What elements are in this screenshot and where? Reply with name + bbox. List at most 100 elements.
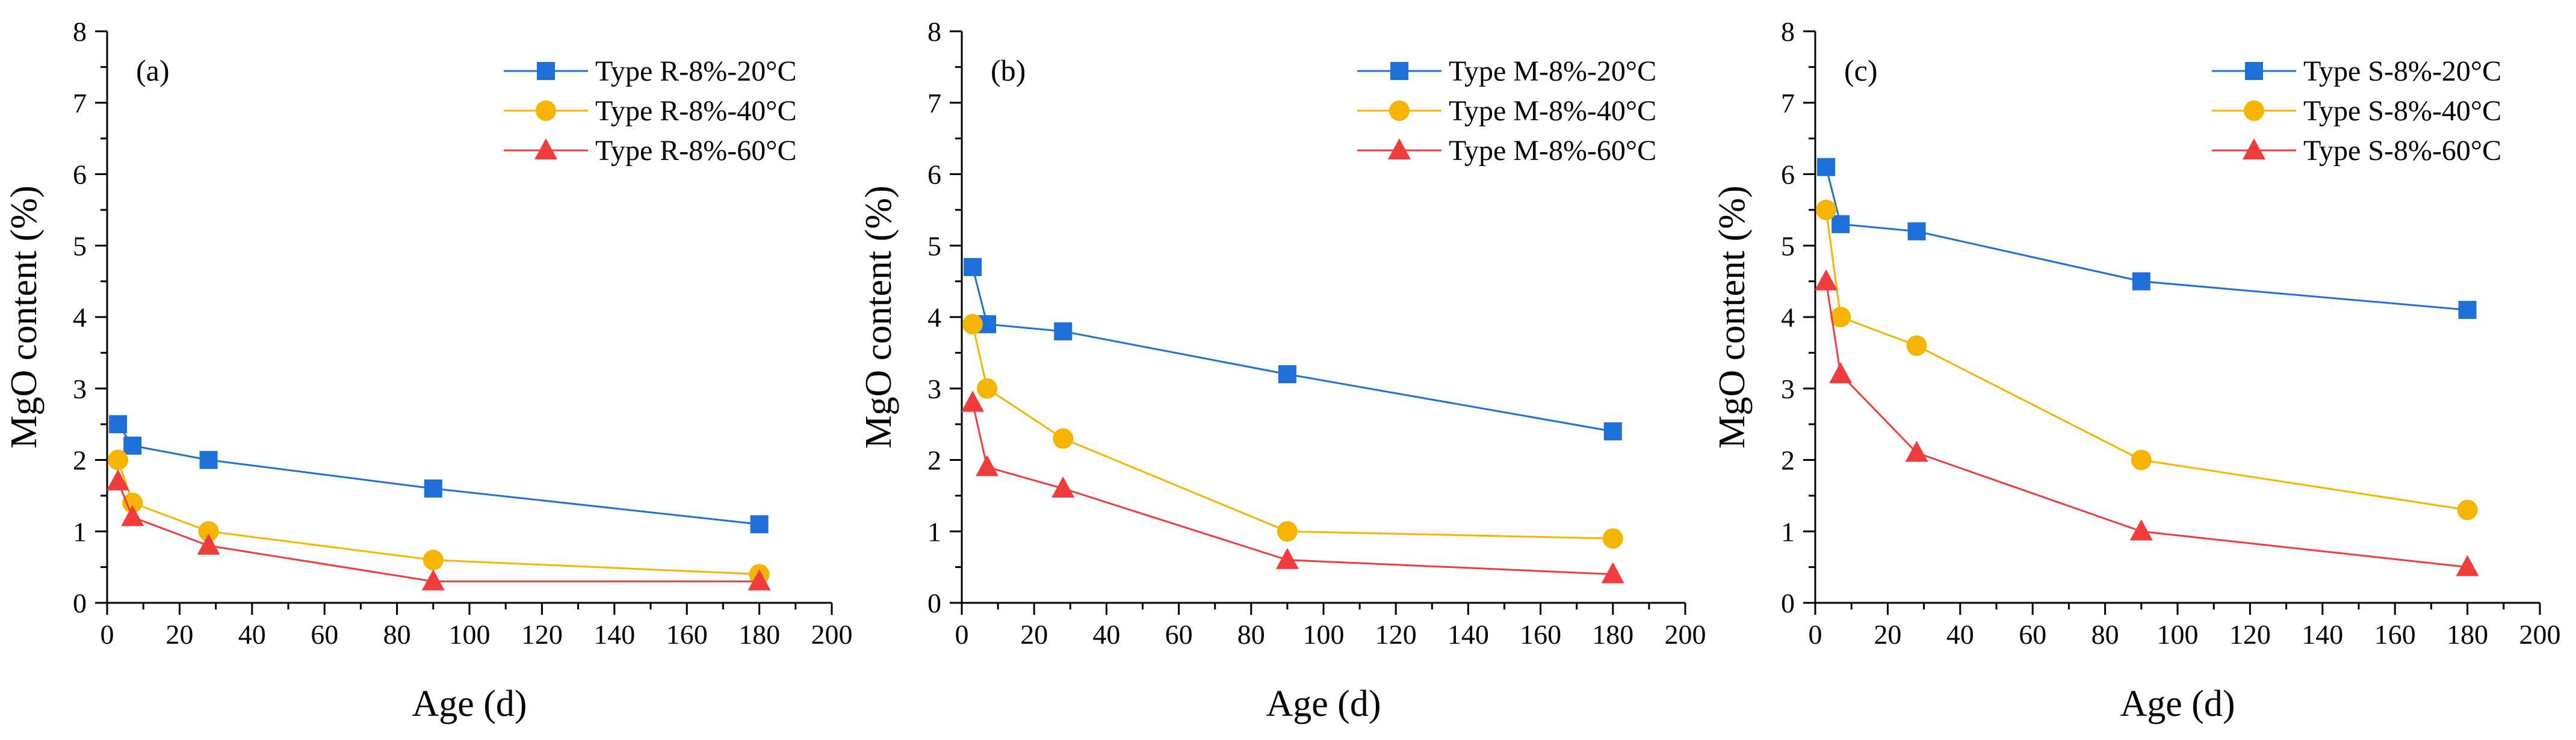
y-tick-label: 5 — [73, 230, 87, 261]
y-axis-title: MgO content (%) — [4, 185, 45, 448]
x-tick-label: 140 — [2302, 619, 2343, 650]
y-tick-label: 1 — [73, 516, 87, 547]
y-tick-label: 2 — [927, 445, 941, 476]
data-point — [1051, 476, 1075, 498]
y-tick-label: 6 — [73, 159, 87, 190]
series-3 — [107, 469, 771, 591]
data-point — [108, 449, 129, 470]
legend-label: Type M-8%-60°C — [1449, 135, 1656, 167]
x-tick-label: 160 — [1520, 619, 1561, 650]
x-tick-label: 20 — [166, 619, 193, 650]
legend-entry: Type S-8%-40°C — [2212, 95, 2501, 127]
data-point — [1277, 521, 1298, 542]
y-tick-label: 4 — [927, 302, 941, 333]
x-tick-label: 40 — [1092, 619, 1120, 650]
y-tick-label: 0 — [73, 588, 87, 618]
data-point — [109, 415, 128, 434]
series-2 — [962, 313, 1623, 549]
y-tick-label: 4 — [1781, 302, 1795, 333]
y-tick-label: 3 — [73, 374, 87, 404]
x-tick-label: 200 — [1665, 619, 1706, 650]
legend-entry: Type R-8%-60°C — [504, 135, 796, 167]
x-tick-label: 80 — [2091, 619, 2119, 650]
data-point — [424, 479, 442, 498]
legend-marker — [2244, 100, 2264, 121]
series-3 — [961, 390, 1624, 584]
y-tick-label: 2 — [73, 445, 87, 476]
x-tick-label: 180 — [2447, 619, 2488, 650]
x-tick-label: 100 — [449, 619, 491, 650]
x-tick-label: 20 — [1874, 619, 1901, 650]
data-point — [1602, 528, 1623, 549]
y-tick-label: 7 — [927, 88, 941, 119]
legend-label: Type M-8%-20°C — [1449, 55, 1656, 87]
x-tick-label: 0 — [1809, 619, 1822, 650]
y-tick-label: 0 — [1781, 588, 1795, 618]
y-tick-label: 6 — [927, 159, 941, 190]
x-tick-label: 200 — [2519, 619, 2561, 650]
x-tick-label: 60 — [1165, 619, 1193, 650]
data-point — [962, 313, 983, 335]
x-tick-label: 140 — [1447, 619, 1489, 650]
y-tick-label: 7 — [1781, 88, 1795, 119]
y-tick-label: 3 — [927, 374, 941, 404]
x-tick-label: 100 — [2157, 619, 2199, 650]
data-point — [1054, 322, 1073, 341]
y-tick-label: 8 — [73, 16, 87, 47]
legend-marker — [537, 62, 555, 80]
legend-marker — [2243, 138, 2265, 159]
legend-label: Type S-8%-60°C — [2303, 135, 2501, 167]
y-axis-title: MgO content (%) — [858, 185, 899, 448]
legend-label: Type R-8%-60°C — [595, 135, 796, 167]
data-point — [1816, 199, 1837, 220]
data-point — [1278, 365, 1296, 383]
x-axis-title: Age (d) — [1266, 683, 1381, 724]
data-point — [423, 549, 444, 570]
data-point — [2458, 301, 2477, 319]
series-3 — [1815, 269, 2479, 576]
data-point — [2132, 272, 2150, 291]
x-tick-label: 160 — [2374, 619, 2416, 650]
panel-label: (c) — [1844, 54, 1878, 87]
data-point — [1830, 307, 1851, 327]
x-tick-label: 20 — [1020, 619, 1048, 650]
data-point — [2131, 449, 2152, 470]
legend-entry: Type R-8%-40°C — [504, 95, 796, 127]
x-tick-label: 140 — [593, 619, 635, 650]
y-tick-label: 5 — [1781, 230, 1795, 261]
x-tick-label: 60 — [2019, 619, 2046, 650]
chart-panel-3: 0 20 40 60 80 100 120 140 160 180 200 0 1 2 3 4 5 6 7 8 Age … — [1712, 16, 2561, 724]
x-tick-label: 180 — [738, 619, 780, 650]
x-tick-label: 160 — [666, 619, 708, 650]
y-tick-label: 2 — [1781, 445, 1795, 476]
data-point — [1831, 215, 1850, 233]
x-tick-label: 180 — [1592, 619, 1633, 650]
data-point — [976, 455, 999, 476]
legend-label: Type M-8%-40°C — [1449, 95, 1656, 127]
x-tick-label: 100 — [1303, 619, 1345, 650]
y-tick-label: 1 — [1781, 516, 1795, 547]
series-1 — [109, 415, 769, 534]
y-tick-label: 0 — [927, 588, 941, 618]
data-point — [1601, 562, 1624, 584]
x-tick-label: 120 — [2229, 619, 2271, 650]
legend-label: Type R-8%-20°C — [595, 55, 796, 87]
legend-marker — [536, 100, 556, 121]
x-tick-label: 40 — [1946, 619, 1974, 650]
series-line — [117, 424, 760, 525]
data-point — [1053, 428, 1074, 449]
x-tick-label: 60 — [311, 619, 338, 650]
legend-marker — [2245, 62, 2263, 80]
y-tick-label: 1 — [927, 516, 941, 547]
y-tick-label: 4 — [73, 302, 87, 333]
data-point — [421, 569, 445, 591]
series-1 — [1817, 158, 2477, 319]
x-tick-label: 80 — [1237, 619, 1265, 650]
legend-label: Type R-8%-40°C — [595, 95, 796, 127]
legend-entry: Type S-8%-60°C — [2212, 135, 2501, 167]
x-tick-label: 200 — [811, 619, 853, 650]
x-tick-label: 120 — [521, 619, 563, 650]
x-axis-title: Age (d) — [2120, 683, 2235, 724]
y-tick-label: 5 — [927, 230, 941, 261]
